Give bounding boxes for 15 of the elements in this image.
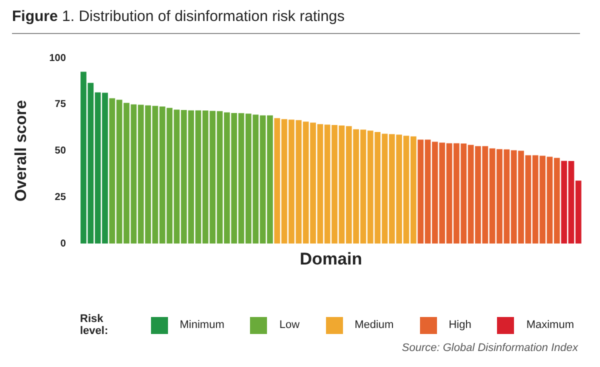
y-tick-label: 100 — [49, 52, 66, 64]
legend-label: Minimum — [180, 319, 224, 331]
legend-label: High — [448, 319, 472, 331]
y-tick-label: 0 — [60, 238, 66, 250]
legend-label: Maximum — [526, 319, 574, 331]
legend-title: Risk level: — [80, 313, 110, 337]
x-axis-title: Domain — [300, 249, 362, 268]
legend-label: Medium — [354, 319, 394, 331]
y-tick-label: 25 — [54, 192, 66, 203]
y-tick-label: 75 — [54, 99, 66, 110]
source-note: Source: Global Disinformation Index — [402, 342, 578, 354]
y-axis-title: Overall score — [13, 100, 30, 202]
chart-title: Figure 1. Distribution of disinformation risk ratings — [12, 8, 345, 25]
legend-label: Low — [279, 319, 300, 331]
y-tick-label: 50 — [54, 146, 66, 157]
